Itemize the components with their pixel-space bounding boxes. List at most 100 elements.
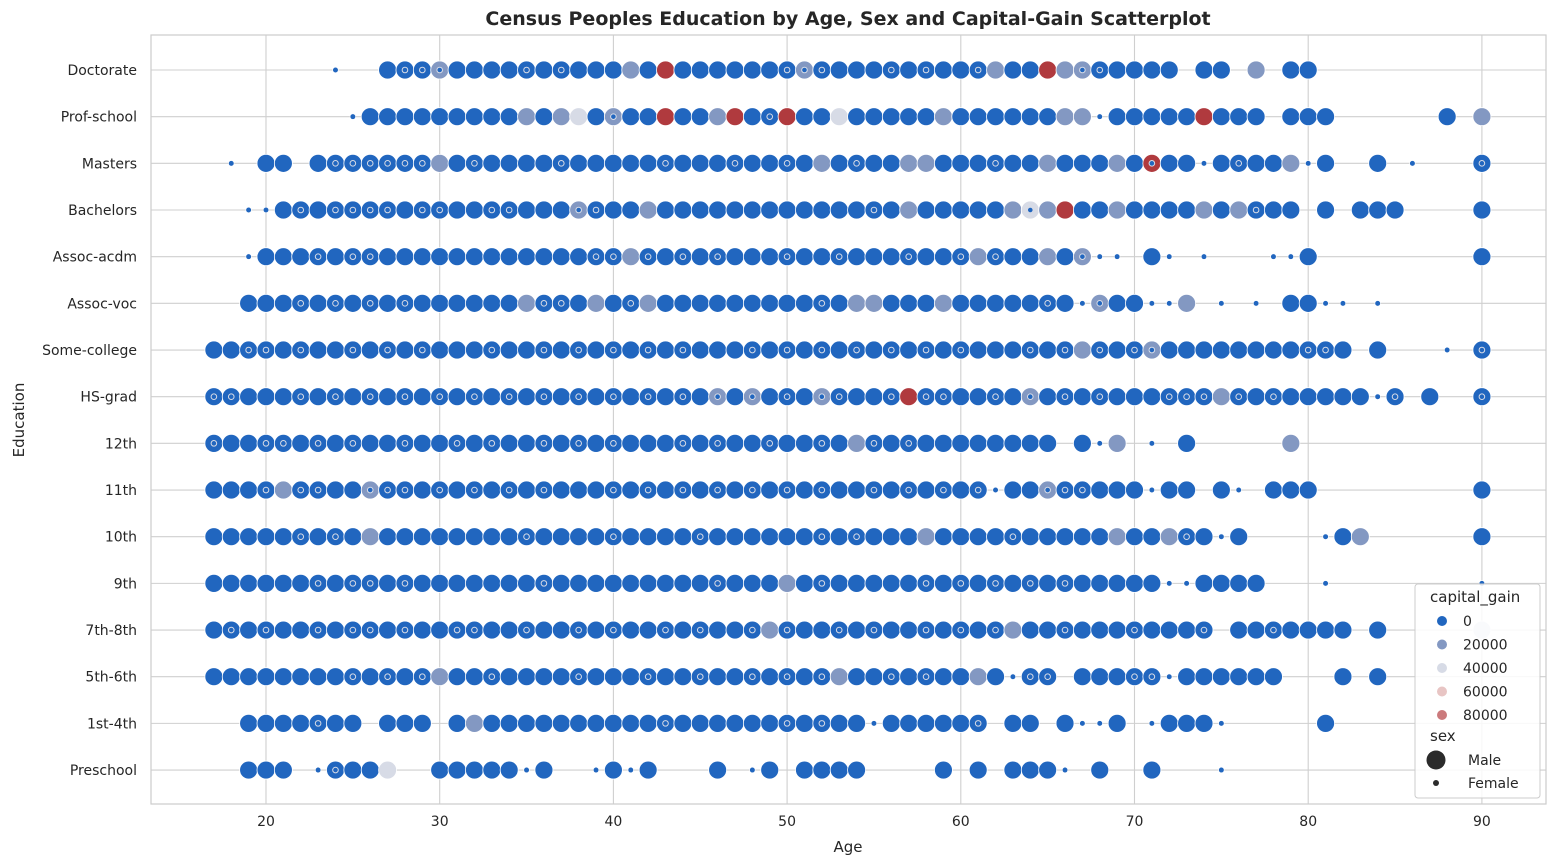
male-point (864, 60, 884, 80)
male-point (1385, 200, 1405, 220)
male-point (1159, 713, 1179, 733)
male-point (378, 60, 397, 80)
male-point (1003, 573, 1023, 593)
male-point (621, 433, 641, 453)
female-point (1096, 300, 1104, 307)
female-point (592, 206, 600, 214)
male-point (899, 573, 919, 593)
male-point (1142, 620, 1162, 640)
legend-hue-label: 0 (1463, 614, 1472, 630)
male-point (395, 527, 415, 547)
male-point (1107, 573, 1127, 593)
male-point (1246, 60, 1266, 80)
x-tick-label: 80 (1299, 814, 1317, 830)
female-point (1478, 160, 1486, 167)
male-point (1142, 200, 1162, 220)
male-point (742, 713, 762, 733)
male-point (1281, 480, 1301, 500)
male-point (1246, 573, 1266, 593)
male-point (291, 247, 311, 267)
female-point (1061, 580, 1069, 587)
male-point (899, 667, 919, 687)
male-point (795, 293, 814, 313)
female-point (366, 300, 374, 307)
female-point (1166, 673, 1173, 680)
male-point (777, 200, 797, 220)
male-point (673, 200, 693, 220)
male-point (1298, 387, 1318, 407)
male-point (1107, 107, 1127, 127)
male-point (1107, 667, 1127, 687)
male-point (256, 527, 276, 547)
male-point (1107, 620, 1127, 640)
female-point (783, 486, 791, 494)
male-point (1038, 153, 1058, 173)
male-point (1177, 667, 1197, 687)
male-point (430, 527, 450, 547)
male-point (482, 60, 502, 80)
male-point (951, 667, 971, 687)
male-point (1003, 760, 1023, 780)
tick-labels: 20 30 40 50 60 70 80 90 Doctorate Prof-school Mast… (42, 63, 1491, 830)
male-point (760, 667, 780, 687)
y-tick-label: 12th (105, 436, 137, 452)
male-point (308, 153, 328, 173)
male-point (1159, 200, 1179, 220)
male-point (829, 340, 849, 360)
male-point (968, 760, 988, 780)
male-point (343, 480, 363, 500)
male-point (1125, 293, 1144, 313)
male-point (881, 200, 901, 220)
male-point (829, 60, 849, 80)
male-point (864, 387, 884, 407)
female-point (366, 160, 374, 167)
female-point (314, 626, 322, 634)
male-point (1072, 667, 1092, 687)
female-point (714, 580, 721, 587)
female-point (384, 206, 391, 214)
male-point (656, 573, 675, 593)
male-point (1211, 387, 1231, 407)
male-point (968, 433, 988, 453)
male-point (256, 387, 276, 407)
male-point (343, 760, 363, 780)
female-point (349, 673, 357, 681)
male-point (273, 667, 293, 687)
male-point (777, 433, 797, 453)
female-point (540, 486, 548, 494)
male-point (1003, 293, 1023, 313)
male-point (482, 387, 502, 407)
female-point (471, 486, 478, 494)
female-point (1026, 580, 1034, 587)
female-point (853, 346, 860, 354)
male-point (1194, 60, 1214, 80)
male-point (1072, 200, 1092, 220)
male-point (1159, 480, 1179, 500)
male-point (777, 573, 797, 593)
male-point (725, 293, 745, 313)
male-point (708, 760, 728, 780)
male-point (604, 153, 623, 173)
female-point (905, 440, 912, 447)
male-point (742, 107, 762, 127)
male-point (795, 107, 814, 127)
male-point (638, 527, 658, 547)
male-point (725, 340, 745, 360)
female-point (505, 393, 513, 400)
male-point (482, 293, 502, 313)
male-point (847, 667, 866, 687)
male-point (1090, 153, 1110, 173)
male-point (742, 527, 762, 547)
male-point (378, 247, 397, 267)
male-point (1246, 153, 1266, 173)
male-point (951, 60, 971, 80)
female-point (557, 300, 565, 307)
female-point (749, 766, 756, 774)
male-point (517, 433, 536, 453)
male-point (934, 107, 953, 127)
male-point (517, 667, 536, 687)
male-point (795, 153, 814, 173)
chart-title: Census Peoples Education by Age, Sex and… (485, 8, 1210, 30)
male-point (760, 573, 780, 593)
